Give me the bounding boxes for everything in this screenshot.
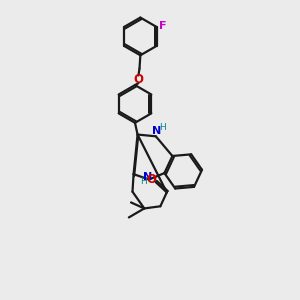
Text: O: O	[146, 173, 156, 186]
Text: H: H	[159, 123, 166, 132]
Text: O: O	[134, 73, 143, 86]
Text: F: F	[159, 21, 166, 31]
Text: N: N	[152, 126, 161, 136]
Text: H: H	[140, 177, 146, 186]
Text: N: N	[143, 172, 153, 182]
